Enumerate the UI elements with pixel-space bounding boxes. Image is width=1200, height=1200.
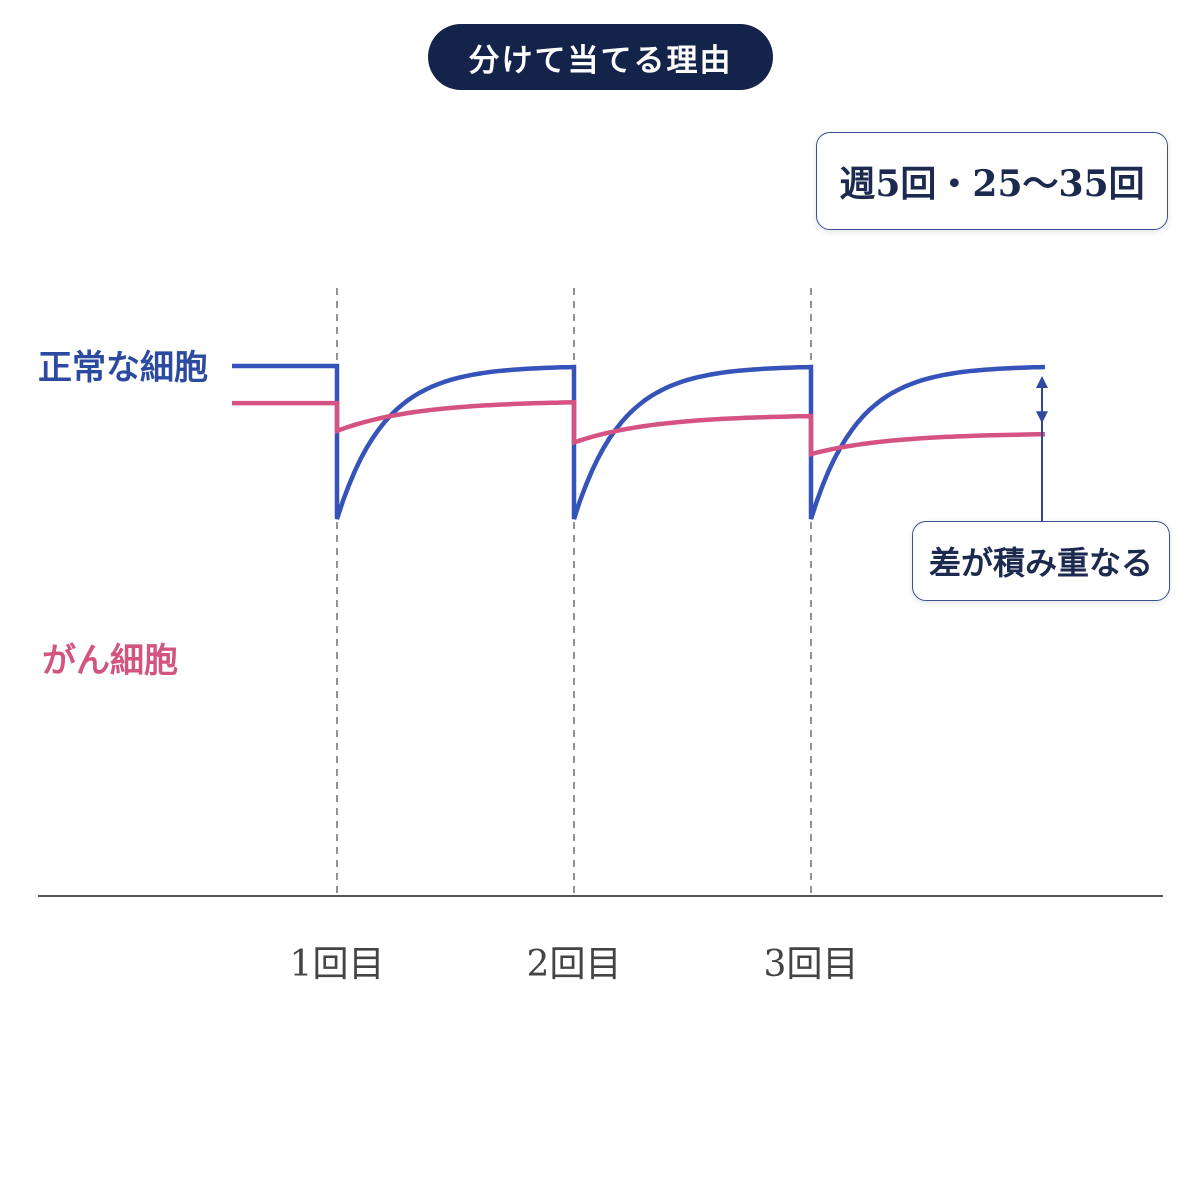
gap-arrow-up-head — [1036, 376, 1048, 388]
gap-arrow-down-head — [1036, 411, 1048, 424]
gap-note: 差が積み重なる — [912, 521, 1170, 601]
series-line-cancer-cells — [232, 400, 1045, 457]
series-label-cancer-cells: がん細胞 — [42, 641, 178, 681]
series-label-normal-cells: 正常な細胞 — [38, 348, 208, 388]
x-tick-label-3: 3回目 — [763, 944, 859, 985]
frequency-note: 週5回・25〜35回 — [816, 132, 1168, 230]
x-tick-label-1: 1回目 — [289, 944, 385, 985]
x-tick-label-2: 2回目 — [526, 944, 622, 985]
series-line-normal-cells — [232, 363, 1046, 520]
chart-title: 分けて当てる理由 — [428, 24, 773, 90]
